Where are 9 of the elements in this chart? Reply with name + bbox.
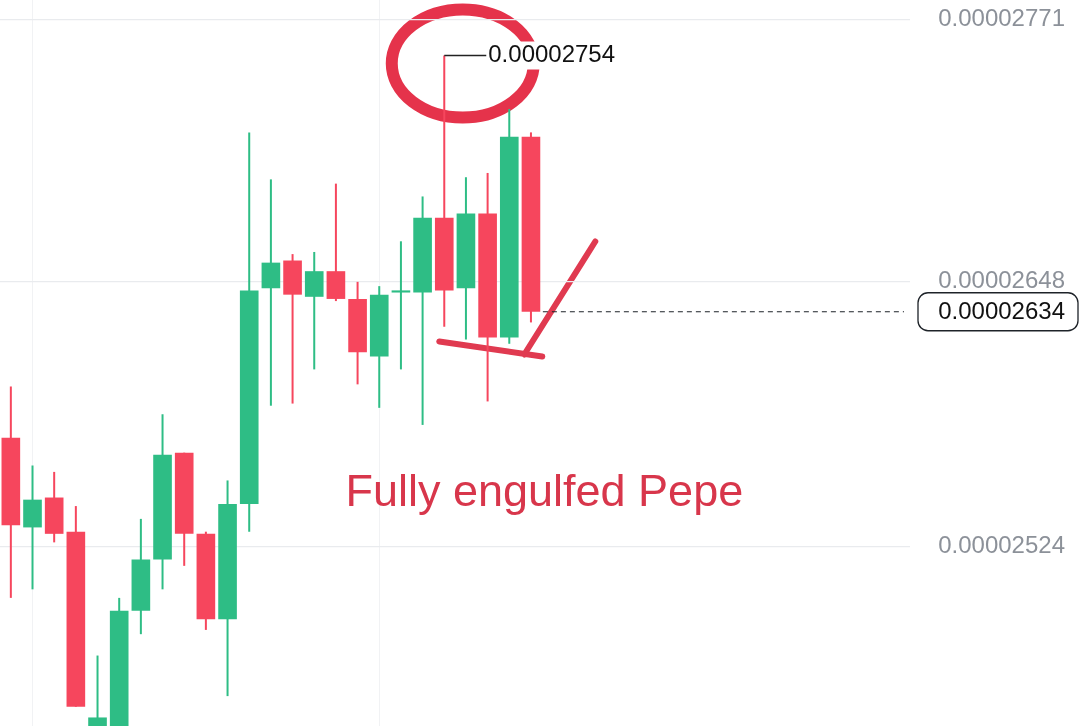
y-tick-label: 0.00002771 (938, 3, 1065, 31)
candlestick (88, 654, 107, 726)
annotation: Fully engulfed Pepe (345, 465, 744, 517)
ref-line-label: 0.00002634 (938, 297, 1065, 325)
y-tick-label: 0.00002648 (938, 266, 1065, 294)
candlestick (391, 240, 411, 371)
candlestick (261, 178, 281, 407)
y-tick-label: 0.00002524 (938, 531, 1065, 559)
annotation: 0.00002754 (488, 40, 616, 68)
